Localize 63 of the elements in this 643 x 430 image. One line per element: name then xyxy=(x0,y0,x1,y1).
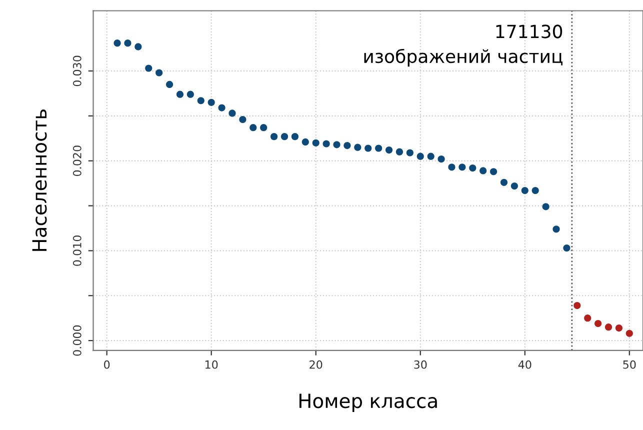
point xyxy=(364,144,372,152)
point xyxy=(333,141,340,148)
point xyxy=(574,302,581,310)
point xyxy=(145,64,152,72)
point xyxy=(563,244,570,252)
point xyxy=(416,152,424,160)
point xyxy=(124,40,132,47)
annotation: 171130 изображений частиц xyxy=(364,24,562,67)
y-tick-label: 0.020 xyxy=(72,146,82,176)
x-tick-label: 30 xyxy=(414,360,427,369)
point xyxy=(532,186,539,194)
point xyxy=(521,186,528,194)
point xyxy=(427,152,434,160)
point xyxy=(375,144,382,152)
point xyxy=(604,324,612,331)
point xyxy=(176,90,184,98)
x-tick-label: 0 xyxy=(104,360,110,369)
point xyxy=(406,149,414,156)
point xyxy=(448,164,456,171)
point xyxy=(186,90,194,98)
point xyxy=(615,324,622,332)
point xyxy=(552,226,560,233)
point xyxy=(354,144,362,151)
point xyxy=(594,320,602,328)
x-tick-label: 10 xyxy=(205,360,218,369)
point xyxy=(197,97,204,104)
x-tick-label: 50 xyxy=(623,360,636,369)
point xyxy=(438,155,445,163)
point xyxy=(480,167,487,174)
x-axis-title: Номер класса xyxy=(299,394,437,412)
point xyxy=(542,203,550,210)
point xyxy=(166,80,174,88)
point xyxy=(584,314,592,322)
y-tick-label: 0.010 xyxy=(72,236,82,266)
point xyxy=(344,142,351,150)
point xyxy=(134,43,142,50)
point xyxy=(239,116,246,124)
point xyxy=(302,138,309,146)
point xyxy=(312,139,320,146)
y-tick-label: 0.030 xyxy=(72,56,82,86)
point xyxy=(626,330,633,337)
point xyxy=(510,182,518,190)
point xyxy=(385,146,393,154)
point xyxy=(270,133,278,140)
point xyxy=(218,104,226,112)
y-axis-title: Населенность xyxy=(32,110,47,251)
point xyxy=(396,148,404,156)
point xyxy=(490,168,498,176)
point xyxy=(291,133,298,140)
y-tick-label: 0.000 xyxy=(72,325,82,356)
point xyxy=(156,69,163,76)
point xyxy=(500,178,508,186)
point xyxy=(458,164,466,171)
point xyxy=(469,164,476,172)
point xyxy=(250,124,257,132)
x-tick-label: 20 xyxy=(310,360,322,369)
point xyxy=(260,124,268,132)
point xyxy=(208,98,215,106)
point xyxy=(114,40,121,47)
point xyxy=(322,140,330,148)
point xyxy=(228,110,236,117)
x-tick-label: 40 xyxy=(518,360,532,369)
point xyxy=(280,133,288,140)
